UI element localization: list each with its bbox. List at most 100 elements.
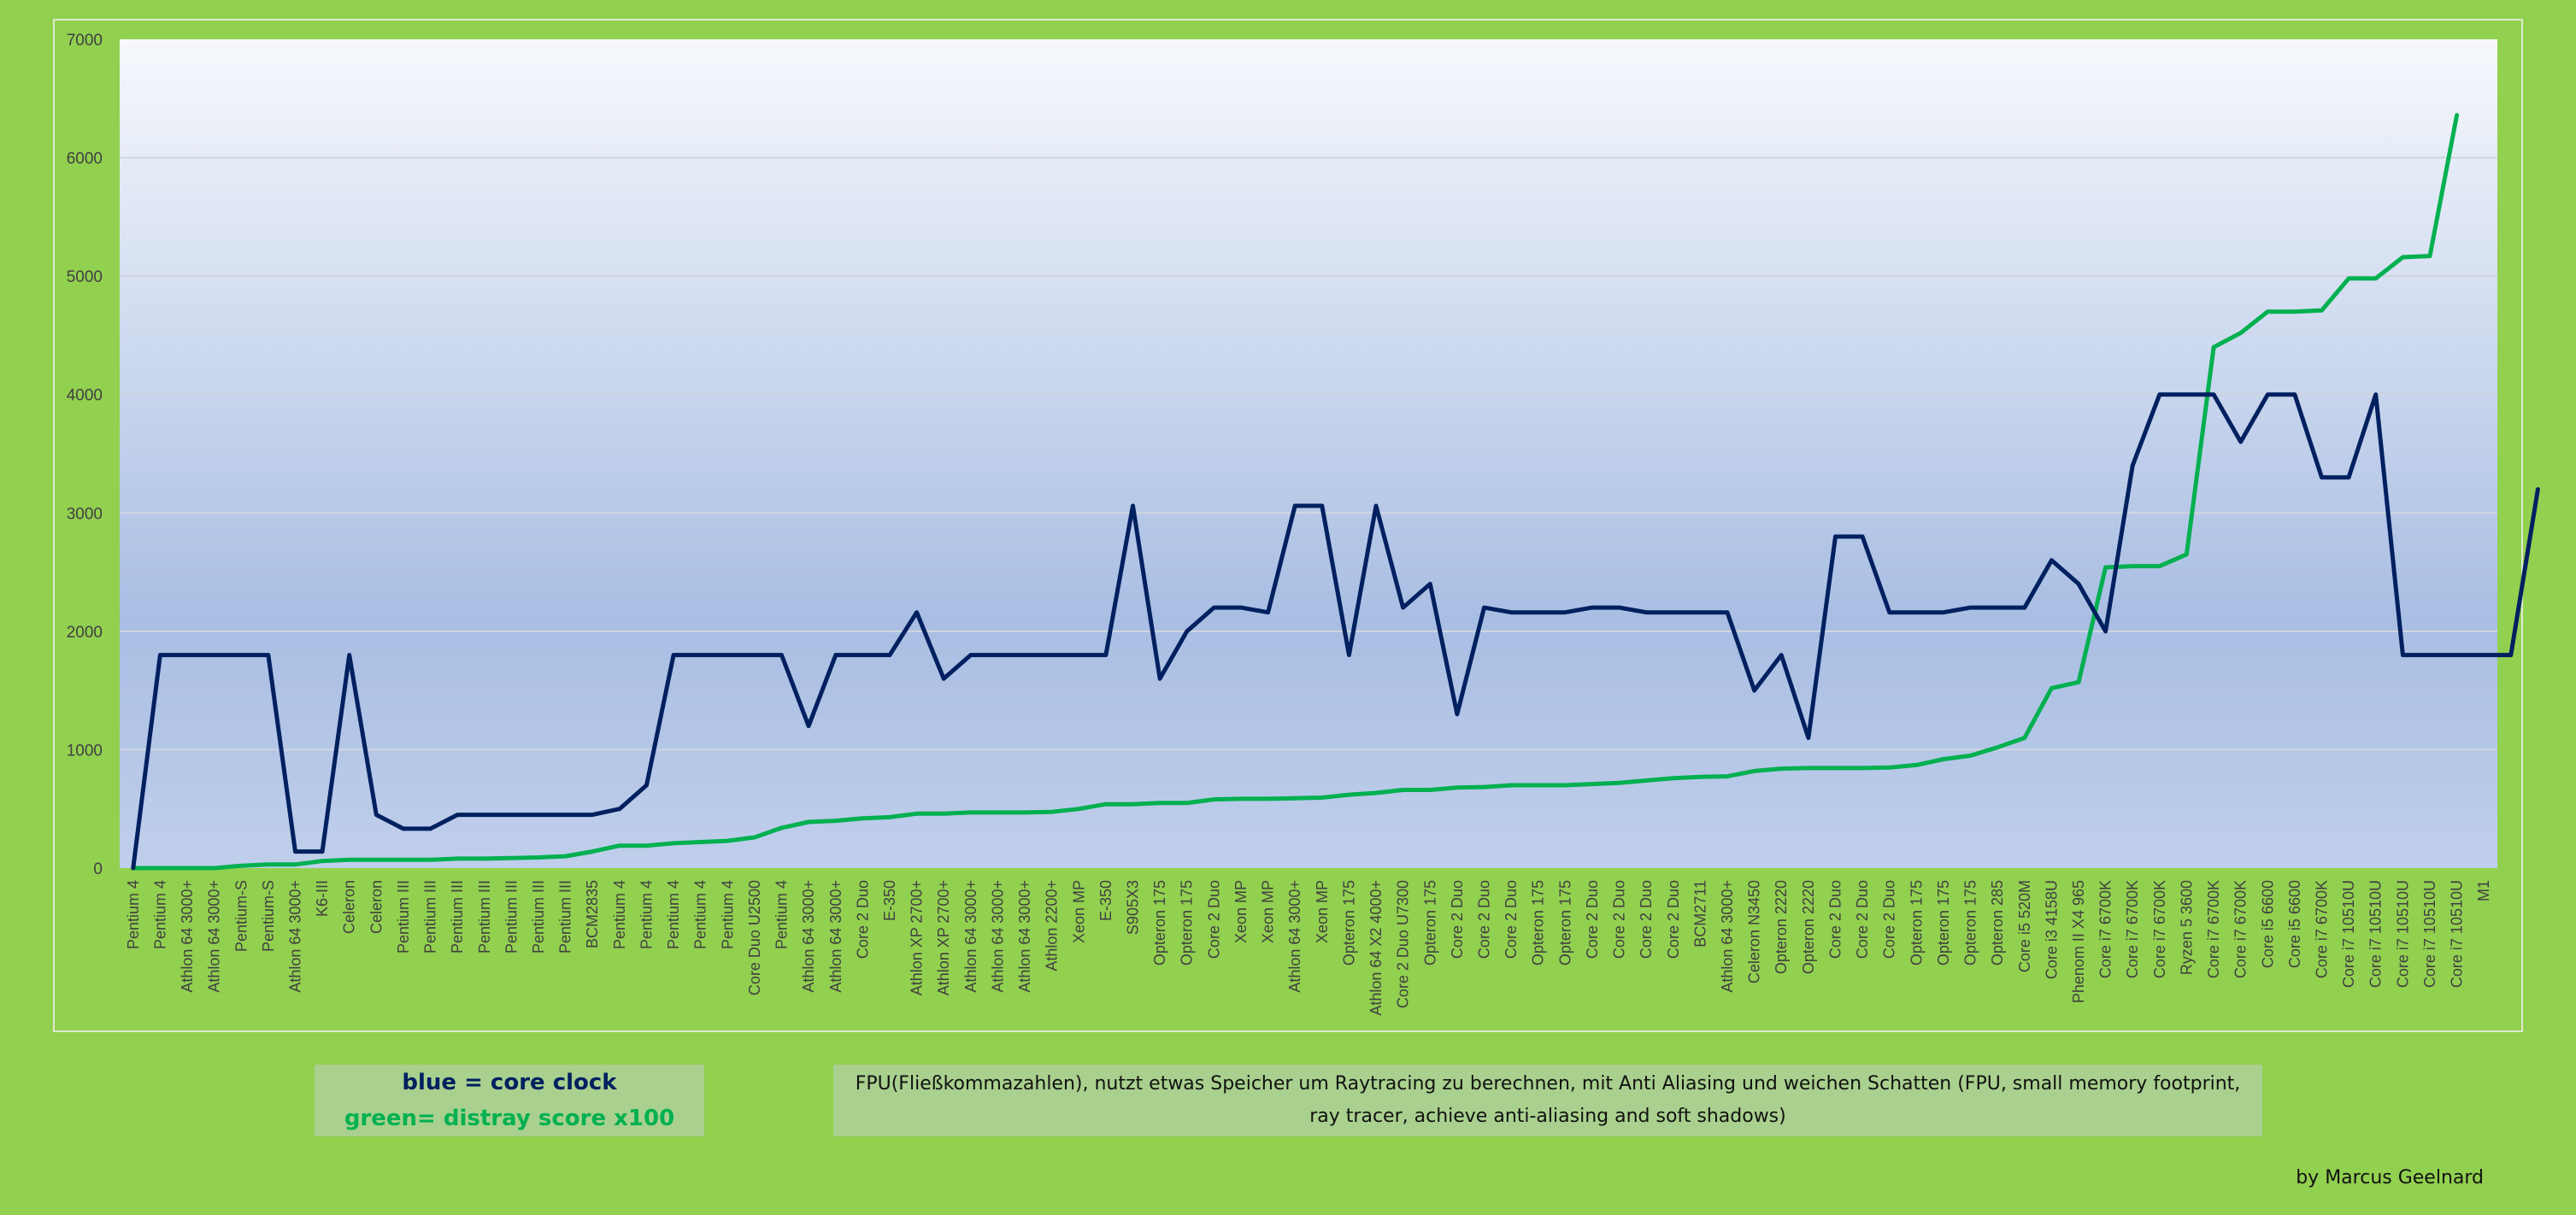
x-tick-label: Core i7 10510U bbox=[2421, 880, 2438, 988]
x-tick-label: Core i7 6700K bbox=[2097, 880, 2114, 978]
x-tick-label: Core i7 10510U bbox=[2394, 880, 2411, 988]
x-tick-label: Core 2 Duo bbox=[1854, 880, 1871, 959]
x-tick-label: Pentium 4 bbox=[151, 880, 168, 949]
x-tick-label: Core i7 10510U bbox=[2340, 880, 2357, 988]
x-tick-label: Pentium III bbox=[449, 880, 466, 954]
x-tick-label: Core 2 Duo bbox=[1584, 880, 1601, 959]
x-tick-label: Core 2 Duo bbox=[1638, 880, 1655, 959]
x-tick-label: BCM2835 bbox=[584, 880, 601, 948]
x-tick-label: Core 2 Duo bbox=[1881, 880, 1898, 959]
x-tick-label: Opteron 175 bbox=[1556, 880, 1573, 966]
x-tick-label: Core i7 6700K bbox=[2205, 880, 2222, 978]
x-tick-label: Phenom II X4 965 bbox=[2070, 880, 2087, 1003]
x-tick-label: Core 2 Duo bbox=[1449, 880, 1466, 959]
x-tick-label: Ryzen 5 3600 bbox=[2178, 880, 2195, 975]
x-tick-label: Xeon MP bbox=[1260, 880, 1277, 943]
x-tick-label: Athlon 64 3000+ bbox=[962, 880, 979, 993]
x-tick-label: Pentium 4 bbox=[611, 880, 628, 949]
x-tick-label: Pentium III bbox=[503, 880, 520, 954]
x-tick-label: Athlon 64 3000+ bbox=[1016, 880, 1033, 993]
x-tick-label: Core 2 Duo bbox=[1475, 880, 1492, 959]
x-tick-label: Athlon XP 2700+ bbox=[909, 880, 926, 995]
x-tick-label: Core i7 10510U bbox=[2367, 880, 2385, 988]
x-tick-label: K6-III bbox=[314, 880, 331, 917]
x-tick-label: E-350 bbox=[881, 880, 898, 921]
x-tick-label: Opteron 2220 bbox=[1773, 880, 1790, 974]
x-tick-label: Pentium 4 bbox=[638, 880, 655, 949]
x-tick-label: Opteron 175 bbox=[1962, 880, 1979, 966]
y-tick-label: 5000 bbox=[67, 268, 103, 286]
x-tick-label: Opteron 175 bbox=[1340, 880, 1357, 966]
x-tick-label: Athlon 64 X2 4000+ bbox=[1367, 880, 1385, 1016]
x-tick-label: Pentium 4 bbox=[773, 880, 791, 949]
x-tick-label: Pentium III bbox=[395, 880, 412, 954]
x-tick-label: Core 2 Duo bbox=[1503, 880, 1520, 959]
y-tick-label: 4000 bbox=[67, 387, 103, 405]
x-tick-label: Celeron bbox=[341, 880, 358, 934]
x-tick-label: Athlon 64 3000+ bbox=[179, 880, 196, 993]
x-tick-label: Athlon 64 3000+ bbox=[206, 880, 223, 993]
x-tick-label: Core 2 Duo bbox=[854, 880, 871, 959]
chart-frame bbox=[53, 19, 2523, 1032]
series-line-distray-score bbox=[131, 113, 2460, 871]
x-tick-label: Opteron 175 bbox=[1908, 880, 1925, 966]
x-tick-label: Athlon 64 3000+ bbox=[989, 880, 1006, 993]
author-credit: by Marcus Geelnard bbox=[2296, 1167, 2484, 1189]
x-tick-label: Pentium III bbox=[476, 880, 493, 954]
x-tick-label: Opteron 175 bbox=[1935, 880, 1952, 966]
y-tick-label: 0 bbox=[93, 860, 103, 878]
x-tick-label: Opteron 285 bbox=[1989, 880, 2006, 966]
x-tick-label: Pentium III bbox=[422, 880, 439, 954]
x-tick-label: Core 2 Duo bbox=[1826, 880, 1844, 959]
y-axis-ticks: 0 1000 2000 3000 4000 5000 6000 7000 bbox=[67, 32, 103, 878]
x-tick-label: Core i7 6700K bbox=[2232, 880, 2250, 978]
legend-core-clock: blue = core clock bbox=[402, 1070, 617, 1095]
x-tick-label: Core i7 10510U bbox=[2449, 880, 2466, 988]
gridlines bbox=[120, 156, 2497, 751]
x-tick-label: Core i5 6600 bbox=[2259, 880, 2276, 968]
x-tick-label: Pentium 4 bbox=[692, 880, 709, 949]
plot-area bbox=[120, 39, 2497, 868]
x-tick-label: Core i7 6700K bbox=[2124, 880, 2141, 978]
x-tick-label: Celeron bbox=[368, 880, 385, 934]
x-tick-label: Pentium III bbox=[530, 880, 547, 954]
x-tick-label: BCM2711 bbox=[1691, 880, 1709, 948]
y-tick-label: 6000 bbox=[67, 150, 103, 168]
description-box: FPU(Fließkommazahlen), nutzt etwas Speic… bbox=[833, 1065, 2262, 1136]
x-tick-label: Core i5 520M bbox=[2016, 880, 2033, 972]
x-tick-label: Athlon 2200+ bbox=[1044, 880, 1061, 971]
x-tick-label: Athlon 64 3000+ bbox=[286, 880, 303, 993]
y-tick-label: 1000 bbox=[67, 742, 103, 760]
x-tick-label: Xeon MP bbox=[1314, 880, 1331, 943]
x-tick-label: Opteron 175 bbox=[1530, 880, 1547, 966]
x-tick-label: Pentium 4 bbox=[719, 880, 736, 949]
x-tick-label: Xeon MP bbox=[1070, 880, 1087, 943]
x-tick-label: Core Duo U2500 bbox=[746, 880, 763, 995]
x-tick-label: Pentium III bbox=[557, 880, 574, 954]
x-tick-label: E-350 bbox=[1097, 880, 1115, 921]
y-tick-label: 2000 bbox=[67, 624, 103, 642]
x-tick-label: Core 2 Duo bbox=[1611, 880, 1628, 959]
x-tick-label: Opteron 2220 bbox=[1800, 880, 1817, 974]
x-tick-label: Athlon 64 3000+ bbox=[827, 880, 844, 993]
x-tick-label: Pentium-S bbox=[232, 880, 250, 952]
legend-box: blue = core clock green= distray score x… bbox=[315, 1065, 704, 1136]
x-tick-label: Athlon 64 3000+ bbox=[1719, 880, 1736, 993]
y-tick-label: 3000 bbox=[67, 505, 103, 523]
x-tick-label: Athlon XP 2700+ bbox=[935, 880, 952, 995]
x-tick-label: Core i7 6700K bbox=[2314, 880, 2331, 978]
x-tick-label: Celeron N3450 bbox=[1746, 880, 1763, 983]
series-line-core-clock bbox=[131, 392, 2540, 871]
x-tick-label: Core i3 4158U bbox=[2043, 880, 2060, 979]
description-text: FPU(Fließkommazahlen), nutzt etwas Speic… bbox=[855, 1073, 2241, 1127]
x-tick-label: Opteron 175 bbox=[1151, 880, 1168, 966]
legend-distray-score: green= distray score x100 bbox=[344, 1106, 675, 1131]
x-tick-label: Pentium-S bbox=[260, 880, 277, 952]
y-tick-label: 7000 bbox=[67, 32, 103, 50]
x-tick-label: M1 bbox=[2475, 880, 2492, 901]
x-tick-label: Opteron 175 bbox=[1421, 880, 1438, 966]
x-tick-label: Opteron 175 bbox=[1179, 880, 1196, 966]
series-lines bbox=[131, 113, 2540, 871]
x-axis-ticks: Pentium 4 Pentium 4 Athlon 64 3000+ Athlon … bbox=[125, 880, 2492, 1016]
x-tick-label: Core 2 Duo bbox=[1665, 880, 1682, 959]
